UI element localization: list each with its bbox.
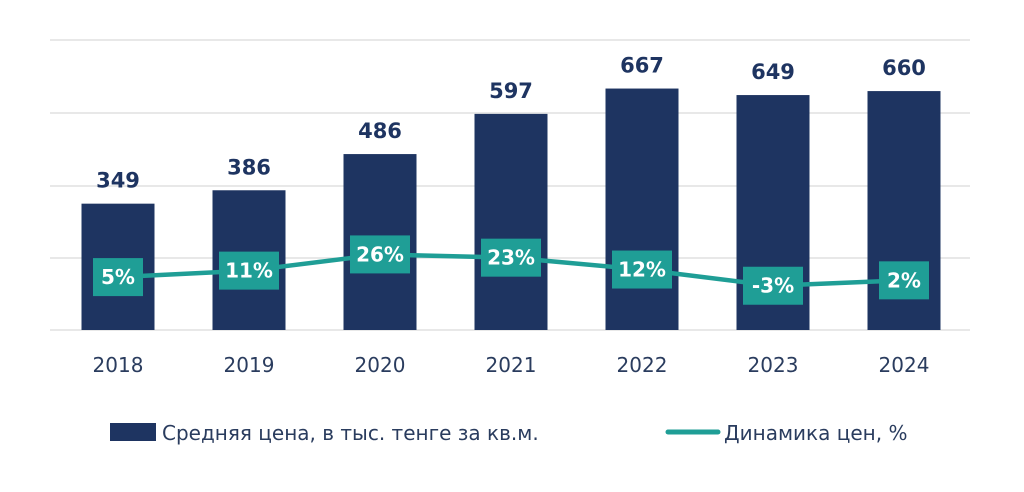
x-tick-label: 2018 [93,353,144,377]
x-tick-label: 2020 [355,353,406,377]
legend-bar-label: Средняя цена, в тыс. тенге за кв.м. [162,421,539,445]
x-tick-label: 2022 [617,353,668,377]
pct-label: 26% [356,242,404,266]
pct-label-box [219,251,279,290]
pct-label-box [350,235,410,274]
bar-value-label: 597 [489,79,533,103]
pct-label-box [481,238,541,277]
x-axis-ticks: 2018 2019 2020 2021 2022 2023 2024 [93,353,930,377]
pct-label: -3% [752,274,794,298]
pct-label: 2% [887,268,921,292]
pct-label-box [879,261,929,300]
x-tick-label: 2021 [486,353,537,377]
legend-bar-swatch [110,423,156,441]
pct-label: 12% [618,258,666,282]
pct-label: 23% [487,246,535,270]
bar-value-label: 649 [751,60,795,84]
pct-label-box [743,266,803,305]
legend-line-label: Динамика цен, % [724,421,907,445]
x-tick-label: 2019 [224,353,275,377]
bar-2021 [474,113,548,330]
x-tick-label: 2023 [748,353,799,377]
bars [81,88,941,331]
bar-value-label: 349 [96,169,140,193]
pct-label-box [93,258,143,297]
bar-value-labels: 349 386 486 597 667 649 660 [96,54,926,193]
bar-value-label: 486 [358,119,402,143]
pct-label: 11% [225,259,273,283]
pct-label: 5% [101,265,135,289]
price-dynamics-line: 5% 11% 26% 23% 12% -3% 2% [93,235,929,305]
bar-2022 [605,88,679,331]
bar-value-label: 667 [620,54,664,78]
x-tick-label: 2024 [879,353,930,377]
pct-label-box [612,250,672,289]
bar-value-label: 660 [882,56,926,80]
bar-value-label: 386 [227,155,271,179]
legend: Средняя цена, в тыс. тенге за кв.м. Дина… [110,421,907,445]
